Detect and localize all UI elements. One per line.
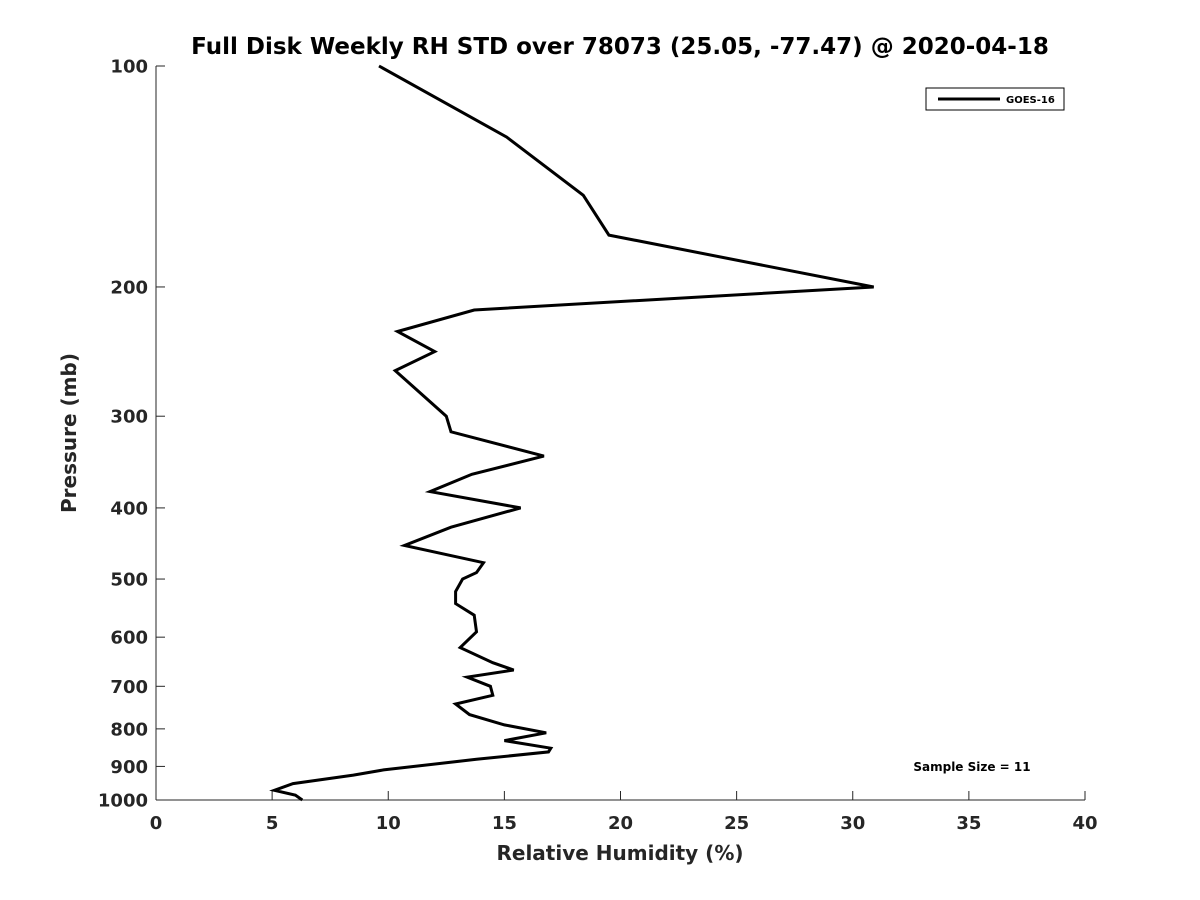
y-axis-label: Pressure (mb) (57, 353, 81, 513)
y-tick-label: 100 (110, 57, 148, 78)
x-tick-label: 40 (1072, 813, 1097, 834)
x-tick-label: 25 (724, 813, 749, 834)
x-tick-label: 20 (608, 813, 633, 834)
y-tick-label: 200 (110, 277, 148, 298)
legend-entry-goes-16: GOES-16 (1006, 95, 1055, 106)
y-tick-label: 700 (110, 677, 148, 698)
y-tick-label: 300 (110, 407, 148, 428)
legend: GOES-16 (925, 87, 1065, 111)
y-tick-label: 900 (110, 757, 148, 778)
plot-lines (269, 64, 874, 802)
y-tick-label: 800 (110, 719, 148, 740)
x-tick-label: 0 (150, 813, 163, 834)
y-tick-label: 600 (110, 628, 148, 649)
y-tick-label: 1000 (98, 791, 148, 812)
x-tick-label: 30 (840, 813, 865, 834)
series-line-goes-16 (269, 64, 874, 802)
x-tick-label: 5 (266, 813, 279, 834)
x-tick-label: 10 (376, 813, 401, 834)
x-axis-ticks: 0 5 10 15 20 25 30 35 40 (150, 791, 1098, 834)
y-tick-label: 400 (110, 498, 148, 519)
sample-size-annotation: Sample Size = 11 (913, 760, 1030, 774)
x-axis-label: Relative Humidity (%) (496, 841, 743, 865)
y-tick-label: 500 (110, 570, 148, 591)
y-axis-ticks: 100 200 300 400 500 600 700 800 900 1000 (98, 57, 165, 812)
x-tick-label: 35 (956, 813, 981, 834)
axes (155, 66, 1085, 801)
x-tick-label: 15 (492, 813, 517, 834)
chart-title: Full Disk Weekly RH STD over 78073 (25.0… (191, 34, 1049, 60)
